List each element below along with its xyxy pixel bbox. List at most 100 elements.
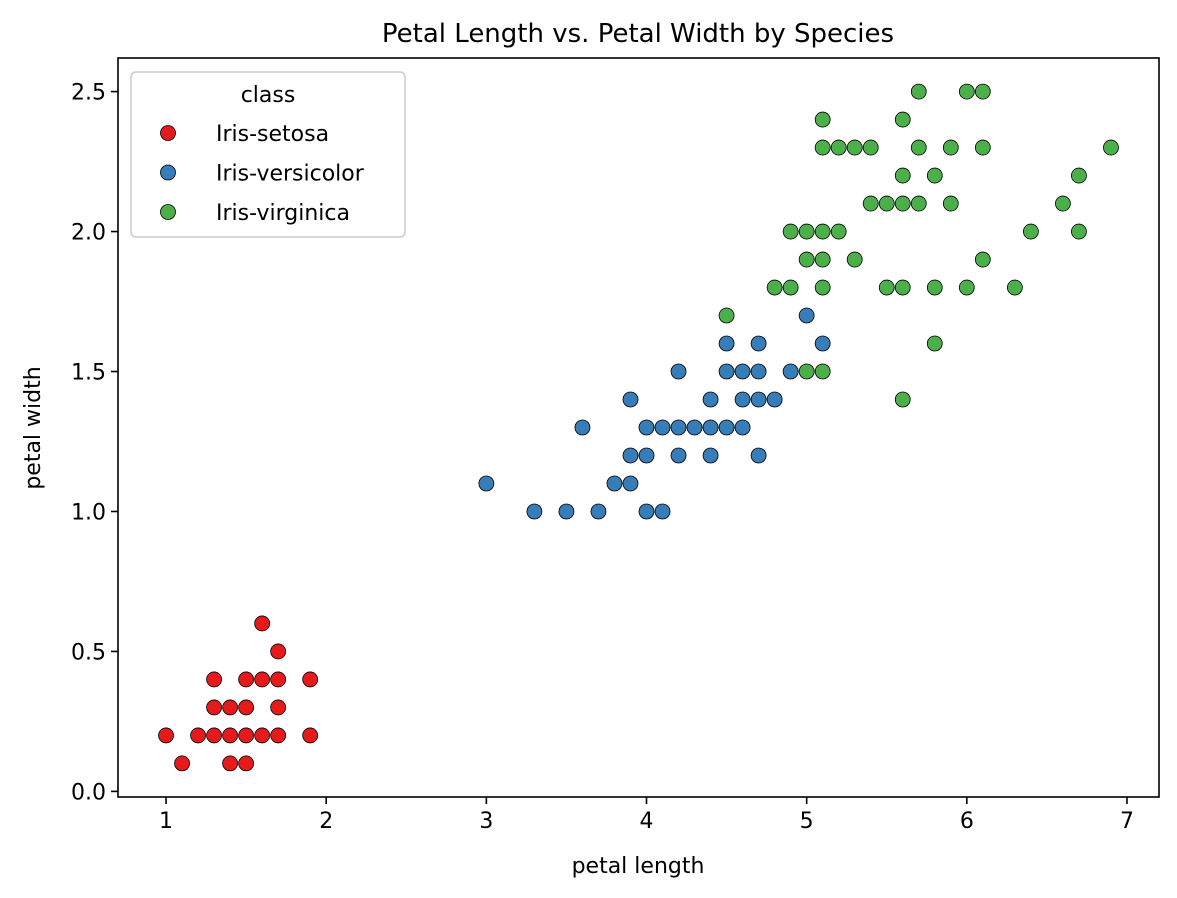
- x-axis-label: petal length: [572, 854, 705, 879]
- legend-label: Iris-versicolor: [216, 162, 365, 187]
- data-point-iris-setosa: [222, 755, 239, 772]
- data-point-iris-setosa: [206, 727, 222, 744]
- data-point-iris-versicolor: [654, 503, 671, 520]
- y-axis: 0.0 0.5 1.0 1.5 2.0 2.5: [71, 81, 118, 805]
- x-tick-label: 7: [1120, 809, 1134, 834]
- data-point-iris-virginica: [894, 195, 911, 212]
- data-point-iris-versicolor: [750, 335, 767, 352]
- data-point-iris-versicolor: [702, 391, 719, 408]
- data-point-iris-versicolor: [734, 419, 751, 436]
- data-point-iris-versicolor: [798, 307, 815, 324]
- data-point-iris-virginica: [878, 195, 895, 212]
- legend-box: [130, 71, 406, 238]
- data-point-iris-versicolor: [526, 503, 543, 520]
- legend-marker: [160, 125, 176, 141]
- data-point-iris-versicolor: [750, 447, 767, 464]
- x-tick-label: 2: [319, 809, 333, 834]
- data-point-iris-setosa: [238, 699, 255, 716]
- data-point-iris-virginica: [798, 223, 815, 240]
- data-point-iris-virginica: [814, 223, 831, 240]
- data-point-iris-virginica: [910, 195, 927, 212]
- data-point-iris-versicolor: [654, 419, 671, 436]
- data-point-iris-virginica: [878, 279, 895, 296]
- data-point-iris-setosa: [302, 671, 319, 688]
- data-point-iris-versicolor: [638, 503, 655, 520]
- data-point-iris-versicolor: [766, 391, 783, 408]
- data-point-iris-setosa: [254, 727, 271, 744]
- data-point-iris-virginica: [910, 83, 927, 100]
- data-point-iris-virginica: [830, 139, 847, 156]
- data-point-iris-setosa: [238, 755, 255, 772]
- x-tick-label: 5: [800, 809, 814, 834]
- data-point-iris-versicolor: [574, 419, 591, 436]
- points-layer: [158, 83, 1119, 772]
- data-point-iris-versicolor: [782, 363, 799, 380]
- data-point-iris-versicolor: [734, 363, 751, 380]
- y-tick-label: 0.5: [71, 640, 106, 665]
- data-point-iris-virginica: [942, 195, 959, 212]
- data-point-iris-versicolor: [702, 419, 719, 436]
- data-point-iris-virginica: [958, 279, 975, 296]
- data-point-iris-virginica: [798, 251, 815, 268]
- y-tick-label: 1.5: [71, 361, 106, 386]
- legend-marker: [160, 164, 176, 181]
- data-point-iris-virginica: [1022, 223, 1039, 240]
- data-point-iris-virginica: [910, 139, 927, 156]
- data-point-iris-virginica: [814, 279, 831, 296]
- data-point-iris-setosa: [270, 671, 287, 688]
- axes-frame: [117, 57, 1160, 798]
- data-point-iris-versicolor: [622, 447, 639, 464]
- data-point-iris-virginica: [974, 83, 991, 100]
- data-point-iris-virginica: [894, 167, 911, 184]
- y-tick-label: 1.0: [71, 500, 106, 525]
- data-point-iris-virginica: [894, 279, 911, 296]
- data-point-iris-virginica: [814, 363, 831, 380]
- data-point-iris-versicolor: [670, 447, 687, 464]
- data-point-iris-setosa: [302, 727, 319, 744]
- data-point-iris-versicolor: [734, 391, 751, 408]
- data-point-iris-versicolor: [718, 335, 735, 352]
- data-point-iris-virginica: [1071, 223, 1087, 240]
- data-point-iris-virginica: [894, 391, 911, 408]
- data-point-iris-virginica: [1071, 167, 1087, 184]
- data-point-iris-setosa: [158, 727, 174, 744]
- data-point-iris-virginica: [766, 279, 783, 296]
- x-tick-label: 6: [960, 809, 974, 834]
- data-point-iris-virginica: [830, 223, 847, 240]
- data-point-iris-versicolor: [478, 475, 495, 492]
- data-point-iris-setosa: [270, 727, 287, 744]
- data-point-iris-virginica: [1006, 279, 1023, 296]
- data-point-iris-virginica: [814, 139, 831, 156]
- data-point-iris-versicolor: [670, 419, 687, 436]
- data-point-iris-setosa: [254, 615, 271, 632]
- x-axis: 1 2 3 4 5 6 7: [159, 797, 1134, 834]
- x-tick-label: 3: [479, 809, 493, 834]
- data-point-iris-virginica: [814, 111, 831, 128]
- data-point-iris-setosa: [206, 671, 222, 688]
- data-point-iris-versicolor: [750, 363, 767, 380]
- data-point-iris-setosa: [206, 699, 222, 716]
- x-tick-label: 4: [640, 809, 654, 834]
- legend-label: Iris-virginica: [216, 201, 350, 226]
- legend: class Iris-setosa Iris-versicolor Iris-vir…: [130, 71, 406, 238]
- data-point-iris-versicolor: [590, 503, 607, 520]
- chart-title: Petal Length vs. Petal Width by Species: [382, 19, 894, 49]
- data-point-iris-virginica: [926, 335, 943, 352]
- data-point-iris-versicolor: [702, 447, 719, 464]
- y-tick-label: 2.5: [71, 81, 106, 106]
- y-tick-label: 2.0: [71, 221, 106, 246]
- data-point-iris-versicolor: [750, 391, 767, 408]
- data-point-iris-setosa: [270, 643, 287, 660]
- data-point-iris-virginica: [814, 251, 831, 268]
- data-point-iris-virginica: [846, 139, 863, 156]
- data-point-iris-versicolor: [638, 447, 655, 464]
- legend-title: class: [241, 83, 296, 108]
- data-point-iris-virginica: [926, 167, 943, 184]
- data-point-iris-versicolor: [718, 419, 735, 436]
- data-point-iris-versicolor: [606, 475, 623, 492]
- y-tick-label: 0.0: [71, 780, 106, 805]
- data-point-iris-virginica: [718, 307, 735, 324]
- data-point-iris-virginica: [1055, 195, 1071, 212]
- data-point-iris-setosa: [222, 699, 239, 716]
